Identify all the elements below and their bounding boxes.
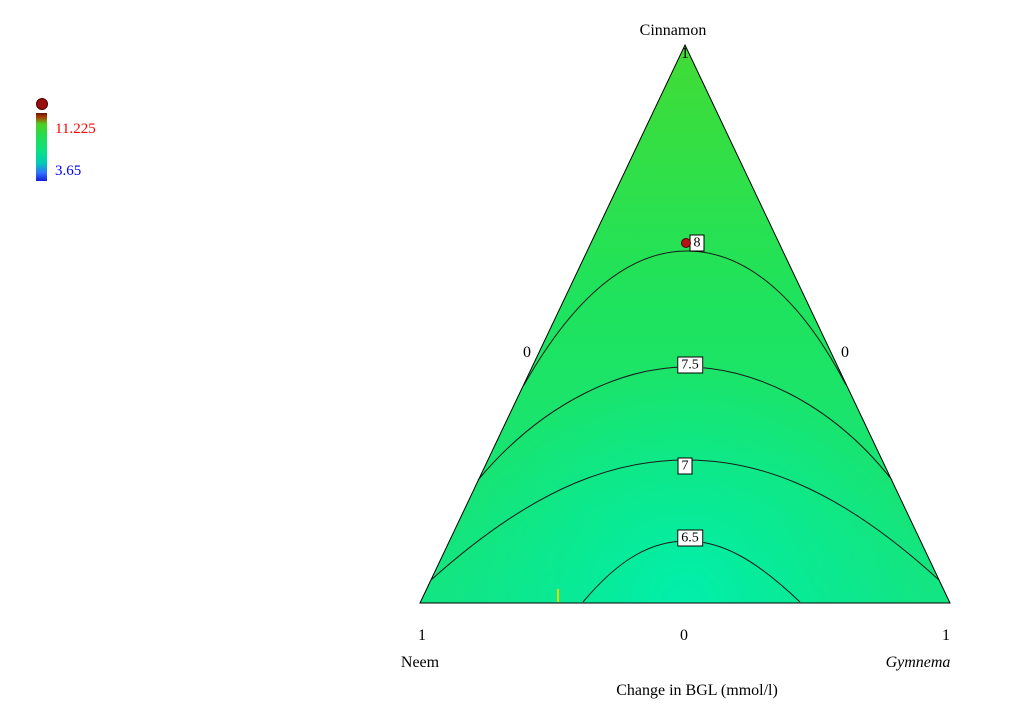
- tick-bottom-right-vertex: 1: [942, 627, 950, 644]
- tick-right-edge: 0: [841, 344, 849, 361]
- vertex-label-cinnamon: Cinnamon: [639, 22, 707, 39]
- design-point-layer: [681, 238, 691, 248]
- legend-max-label: 11.225: [55, 121, 96, 137]
- legend-min-label: 3.65: [55, 163, 82, 179]
- contour-label-7: 7: [677, 457, 693, 475]
- vertex-label-gymnema: Gymnema: [885, 654, 951, 671]
- chart-title: Change in BGL (mmol/l): [616, 682, 778, 699]
- triangle-fill-glow: [420, 45, 950, 603]
- tick-bottom-left-vertex: 1: [418, 627, 426, 644]
- plot-triangle: [419, 43, 951, 604]
- contour-label-7-5: 7.5: [677, 356, 703, 374]
- legend-design-point-icon: [36, 98, 48, 110]
- tick-bottom-center: 0: [680, 627, 688, 644]
- triangle-border: [419, 43, 951, 604]
- vertex-label-neem: Neem: [400, 654, 440, 671]
- legend-gradient-bar: [36, 113, 47, 181]
- contour-label-6-5: 6.5: [677, 529, 703, 547]
- tick-left-edge: 0: [523, 344, 531, 361]
- design-point: [681, 238, 691, 248]
- contour-line-8: [523, 250, 847, 386]
- tick-top-vertex: 1: [681, 45, 689, 62]
